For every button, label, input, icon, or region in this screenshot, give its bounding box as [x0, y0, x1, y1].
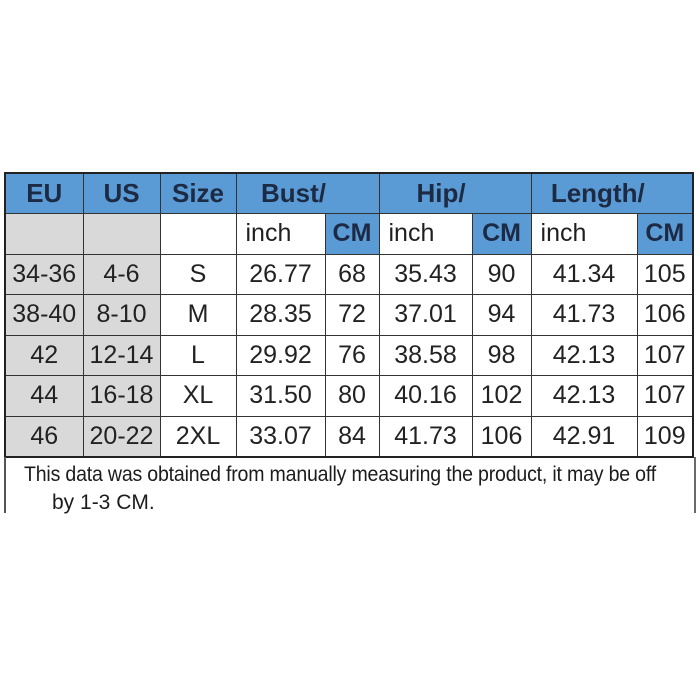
- header-cell-size: Size: [159, 172, 237, 214]
- table-row-xl: 44 16-18 XL 31.50 80 40.16 102 42.13 107: [4, 375, 694, 417]
- table-row-l: 42 12-14 L 29.92 76 38.58 98 42.13 107: [4, 334, 694, 376]
- cell-bust-cm: 72: [324, 294, 380, 336]
- cell-eu: 46: [4, 415, 84, 457]
- subheader-cell-bust-inch: inch: [235, 212, 326, 255]
- cell-hip-cm: 98: [471, 334, 532, 376]
- subheader-cell-us-empty: [82, 212, 161, 255]
- cell-length-cm: 106: [636, 294, 694, 336]
- table-row-2xl: 46 20-22 2XL 33.07 84 41.73 106 42.91 10…: [4, 415, 694, 457]
- header-cell-us: US: [82, 172, 161, 214]
- cell-us: 20-22: [82, 415, 161, 457]
- cell-size: XL: [159, 375, 237, 417]
- subheader-cell-eu-empty: [4, 212, 84, 255]
- cell-hip-inch: 37.01: [378, 294, 473, 336]
- cell-bust-inch: 31.50: [235, 375, 326, 417]
- cell-length-cm: 107: [636, 375, 694, 417]
- cell-hip-cm: 90: [471, 253, 532, 295]
- cell-us: 16-18: [82, 375, 161, 417]
- cell-eu: 38-40: [4, 294, 84, 336]
- cell-length-cm: 105: [636, 253, 694, 295]
- subheader-cell-bust-cm: CM: [324, 212, 380, 255]
- cell-size: L: [159, 334, 237, 376]
- subheader-cell-length-cm: CM: [636, 212, 694, 255]
- cell-eu: 34-36: [4, 253, 84, 295]
- cell-hip-inch: 38.58: [378, 334, 473, 376]
- cell-length-cm: 107: [636, 334, 694, 376]
- cell-bust-inch: 33.07: [235, 415, 326, 457]
- cell-eu: 44: [4, 375, 84, 417]
- size-chart-table: EU US Size Bust/ Hip/ Length/ inch CM in…: [4, 172, 695, 458]
- cell-bust-inch: 28.35: [235, 294, 326, 336]
- header-cell-hip: Hip/: [378, 172, 532, 214]
- note-line-2: by 1-3 CM.: [52, 491, 155, 514]
- cell-bust-inch: 26.77: [235, 253, 326, 295]
- subheader-cell-size-empty: [159, 212, 237, 255]
- cell-hip-cm: 102: [471, 375, 532, 417]
- header-cell-eu: EU: [4, 172, 84, 214]
- cell-us: 4-6: [82, 253, 161, 295]
- cell-us: 12-14: [82, 334, 161, 376]
- cell-length-inch: 41.34: [530, 253, 638, 295]
- table-row-s: 34-36 4-6 S 26.77 68 35.43 90 41.34 105: [4, 253, 694, 295]
- subheader-cell-length-inch: inch: [530, 212, 638, 255]
- cell-size: S: [159, 253, 237, 295]
- cell-size: M: [159, 294, 237, 336]
- subheader-cell-hip-inch: inch: [378, 212, 473, 255]
- cell-hip-inch: 41.73: [378, 415, 473, 457]
- cell-eu: 42: [4, 334, 84, 376]
- cell-bust-cm: 84: [324, 415, 380, 457]
- cell-bust-cm: 76: [324, 334, 380, 376]
- cell-length-inch: 42.13: [530, 375, 638, 417]
- cell-bust-cm: 80: [324, 375, 380, 417]
- cell-length-inch: 42.13: [530, 334, 638, 376]
- cell-bust-cm: 68: [324, 253, 380, 295]
- cell-length-cm: 109: [636, 415, 694, 457]
- cell-hip-cm: 94: [471, 294, 532, 336]
- header-cell-length: Length/: [530, 172, 694, 214]
- cell-length-inch: 42.91: [530, 415, 638, 457]
- subheader-row: inch CM inch CM inch CM: [4, 212, 694, 255]
- cell-us: 8-10: [82, 294, 161, 336]
- cell-hip-inch: 35.43: [378, 253, 473, 295]
- cell-length-inch: 41.73: [530, 294, 638, 336]
- subheader-cell-hip-cm: CM: [471, 212, 532, 255]
- cell-hip-inch: 40.16: [378, 375, 473, 417]
- cell-size: 2XL: [159, 415, 237, 457]
- measurement-note: This data was obtained from manually mea…: [4, 457, 696, 514]
- header-cell-bust: Bust/: [235, 172, 380, 214]
- cell-bust-inch: 29.92: [235, 334, 326, 376]
- table-row-m: 38-40 8-10 M 28.35 72 37.01 94 41.73 106: [4, 294, 694, 336]
- cell-hip-cm: 106: [471, 415, 532, 457]
- header-row: EU US Size Bust/ Hip/ Length/: [4, 172, 694, 214]
- note-line-1: This data was obtained from manually mea…: [24, 463, 656, 486]
